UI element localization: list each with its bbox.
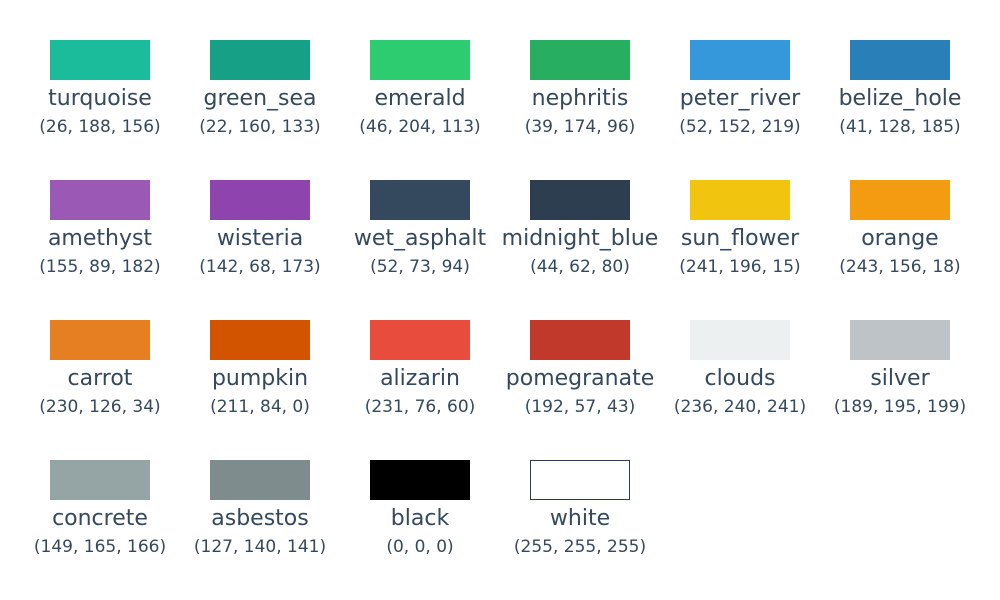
color-swatch-midnight-blue: midnight_blue (44, 62, 80) xyxy=(500,180,660,300)
color-rgb-label: (231, 76, 60) xyxy=(364,397,476,417)
color-chip xyxy=(210,320,310,360)
color-name-label: orange xyxy=(861,226,939,251)
color-chip xyxy=(850,180,950,220)
color-rgb-label: (149, 165, 166) xyxy=(33,537,167,557)
color-swatch-green-sea: green_sea (22, 160, 133) xyxy=(180,40,340,160)
color-chip xyxy=(530,180,630,220)
color-rgb-label: (241, 196, 15) xyxy=(679,257,801,277)
color-swatch-turquoise: turquoise (26, 188, 156) xyxy=(20,40,180,160)
color-name-label: peter_river xyxy=(679,86,801,111)
color-swatch-asbestos: asbestos (127, 140, 141) xyxy=(180,460,340,580)
color-chip xyxy=(370,460,470,500)
color-chip xyxy=(850,320,950,360)
color-chip xyxy=(50,320,150,360)
color-chip xyxy=(50,40,150,80)
color-rgb-label: (255, 255, 255) xyxy=(513,537,647,557)
color-swatch-pomegranate: pomegranate (192, 57, 43) xyxy=(500,320,660,440)
color-rgb-label: (127, 140, 141) xyxy=(193,537,327,557)
color-swatch-concrete: concrete (149, 165, 166) xyxy=(20,460,180,580)
color-name-label: belize_hole xyxy=(838,86,962,111)
color-swatch-peter-river: peter_river (52, 152, 219) xyxy=(660,40,820,160)
color-swatch-sun-flower: sun_flower (241, 196, 15) xyxy=(660,180,820,300)
color-rgb-label: (211, 84, 0) xyxy=(210,397,310,417)
color-name-label: turquoise xyxy=(48,86,152,111)
color-rgb-label: (52, 73, 94) xyxy=(370,257,470,277)
color-rgb-label: (142, 68, 173) xyxy=(199,257,321,277)
color-name-label: sun_flower xyxy=(680,226,800,251)
color-rgb-label: (41, 128, 185) xyxy=(839,117,961,137)
color-swatch-wet-asphalt: wet_asphalt (52, 73, 94) xyxy=(340,180,500,300)
color-swatch-amethyst: amethyst (155, 89, 182) xyxy=(20,180,180,300)
color-chip xyxy=(530,320,630,360)
color-rgb-label: (46, 204, 113) xyxy=(359,117,481,137)
color-name-label: wet_asphalt xyxy=(353,226,487,251)
color-name-label: midnight_blue xyxy=(501,226,659,251)
color-rgb-label: (243, 156, 18) xyxy=(839,257,961,277)
color-swatch-clouds: clouds (236, 240, 241) xyxy=(660,320,820,440)
color-name-label: alizarin xyxy=(380,366,460,391)
color-chip xyxy=(530,460,630,500)
color-swatch-pumpkin: pumpkin (211, 84, 0) xyxy=(180,320,340,440)
color-chip xyxy=(210,460,310,500)
color-swatch-white: white (255, 255, 255) xyxy=(500,460,660,580)
color-rgb-label: (0, 0, 0) xyxy=(386,537,454,557)
color-rgb-label: (22, 160, 133) xyxy=(199,117,321,137)
color-swatch-nephritis: nephritis (39, 174, 96) xyxy=(500,40,660,160)
color-name-label: emerald xyxy=(374,86,466,111)
color-name-label: wisteria xyxy=(216,226,304,251)
color-name-label: white xyxy=(549,506,611,531)
color-name-label: nephritis xyxy=(531,86,629,111)
color-rgb-label: (44, 62, 80) xyxy=(530,257,630,277)
color-chip xyxy=(370,40,470,80)
color-swatch-orange: orange (243, 156, 18) xyxy=(820,180,980,300)
color-name-label: carrot xyxy=(67,366,133,391)
color-name-label: clouds xyxy=(704,366,776,391)
color-chip xyxy=(530,40,630,80)
color-rgb-label: (192, 57, 43) xyxy=(524,397,636,417)
color-chip xyxy=(850,40,950,80)
color-rgb-label: (39, 174, 96) xyxy=(524,117,636,137)
color-swatch-belize-hole: belize_hole (41, 128, 185) xyxy=(820,40,980,160)
color-swatch-carrot: carrot (230, 126, 34) xyxy=(20,320,180,440)
color-name-label: pomegranate xyxy=(505,366,655,391)
color-name-label: black xyxy=(390,506,450,531)
color-swatch-emerald: emerald (46, 204, 113) xyxy=(340,40,500,160)
color-name-label: amethyst xyxy=(47,226,153,251)
color-chip xyxy=(210,180,310,220)
color-swatch-silver: silver (189, 195, 199) xyxy=(820,320,980,440)
color-rgb-label: (189, 195, 199) xyxy=(833,397,967,417)
color-chip xyxy=(50,180,150,220)
color-name-label: concrete xyxy=(52,506,148,531)
color-rgb-label: (230, 126, 34) xyxy=(39,397,161,417)
color-name-label: silver xyxy=(870,366,930,391)
color-chip xyxy=(370,180,470,220)
color-chip xyxy=(690,180,790,220)
color-rgb-label: (236, 240, 241) xyxy=(673,397,807,417)
color-chip xyxy=(50,460,150,500)
color-swatch-black: black (0, 0, 0) xyxy=(340,460,500,580)
color-swatch-alizarin: alizarin (231, 76, 60) xyxy=(340,320,500,440)
color-chip xyxy=(690,40,790,80)
color-chip xyxy=(210,40,310,80)
color-chip xyxy=(370,320,470,360)
color-rgb-label: (52, 152, 219) xyxy=(679,117,801,137)
color-swatch-wisteria: wisteria (142, 68, 173) xyxy=(180,180,340,300)
color-name-label: pumpkin xyxy=(211,366,309,391)
color-chip xyxy=(690,320,790,360)
color-rgb-label: (26, 188, 156) xyxy=(39,117,161,137)
color-name-label: asbestos xyxy=(211,506,309,531)
color-rgb-label: (155, 89, 182) xyxy=(39,257,161,277)
color-name-label: green_sea xyxy=(203,86,317,111)
